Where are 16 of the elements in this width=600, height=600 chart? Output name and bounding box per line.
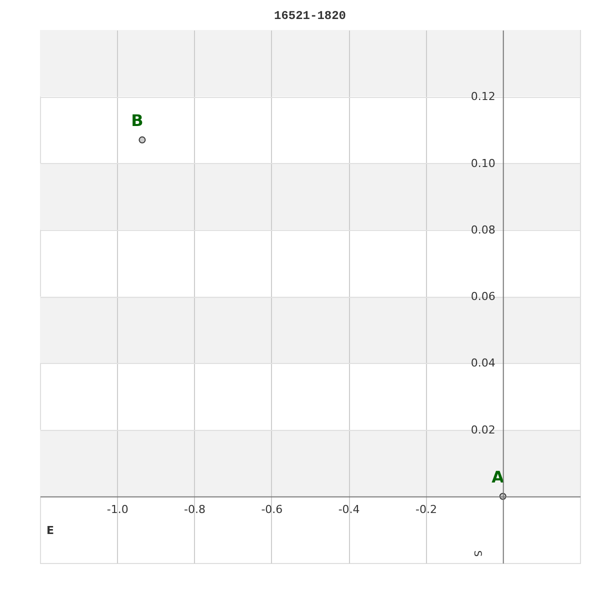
x-tick-label: -0.6 [261, 502, 283, 516]
annotation: A [492, 467, 505, 486]
y-tick-label: 0.04 [470, 356, 496, 370]
y-tick-label: 0.10 [470, 156, 496, 170]
x-tick-label: -1.0 [106, 502, 128, 516]
annotation: B [131, 110, 144, 130]
x-tick-label: -0.4 [338, 502, 360, 516]
y-axis-title: S [471, 550, 482, 557]
y-tick-label: 0.12 [470, 90, 496, 104]
y-tick-label: 0.08 [470, 223, 496, 236]
y-tick-label: 0.06 [470, 290, 496, 303]
x-axis-title: E [46, 524, 54, 537]
x-tick-label: -0.8 [184, 502, 206, 516]
y-tick-label: 0.02 [470, 423, 496, 436]
x-tick-label: -0.2 [415, 502, 437, 516]
chart-title: 16521-1820 [274, 9, 346, 23]
